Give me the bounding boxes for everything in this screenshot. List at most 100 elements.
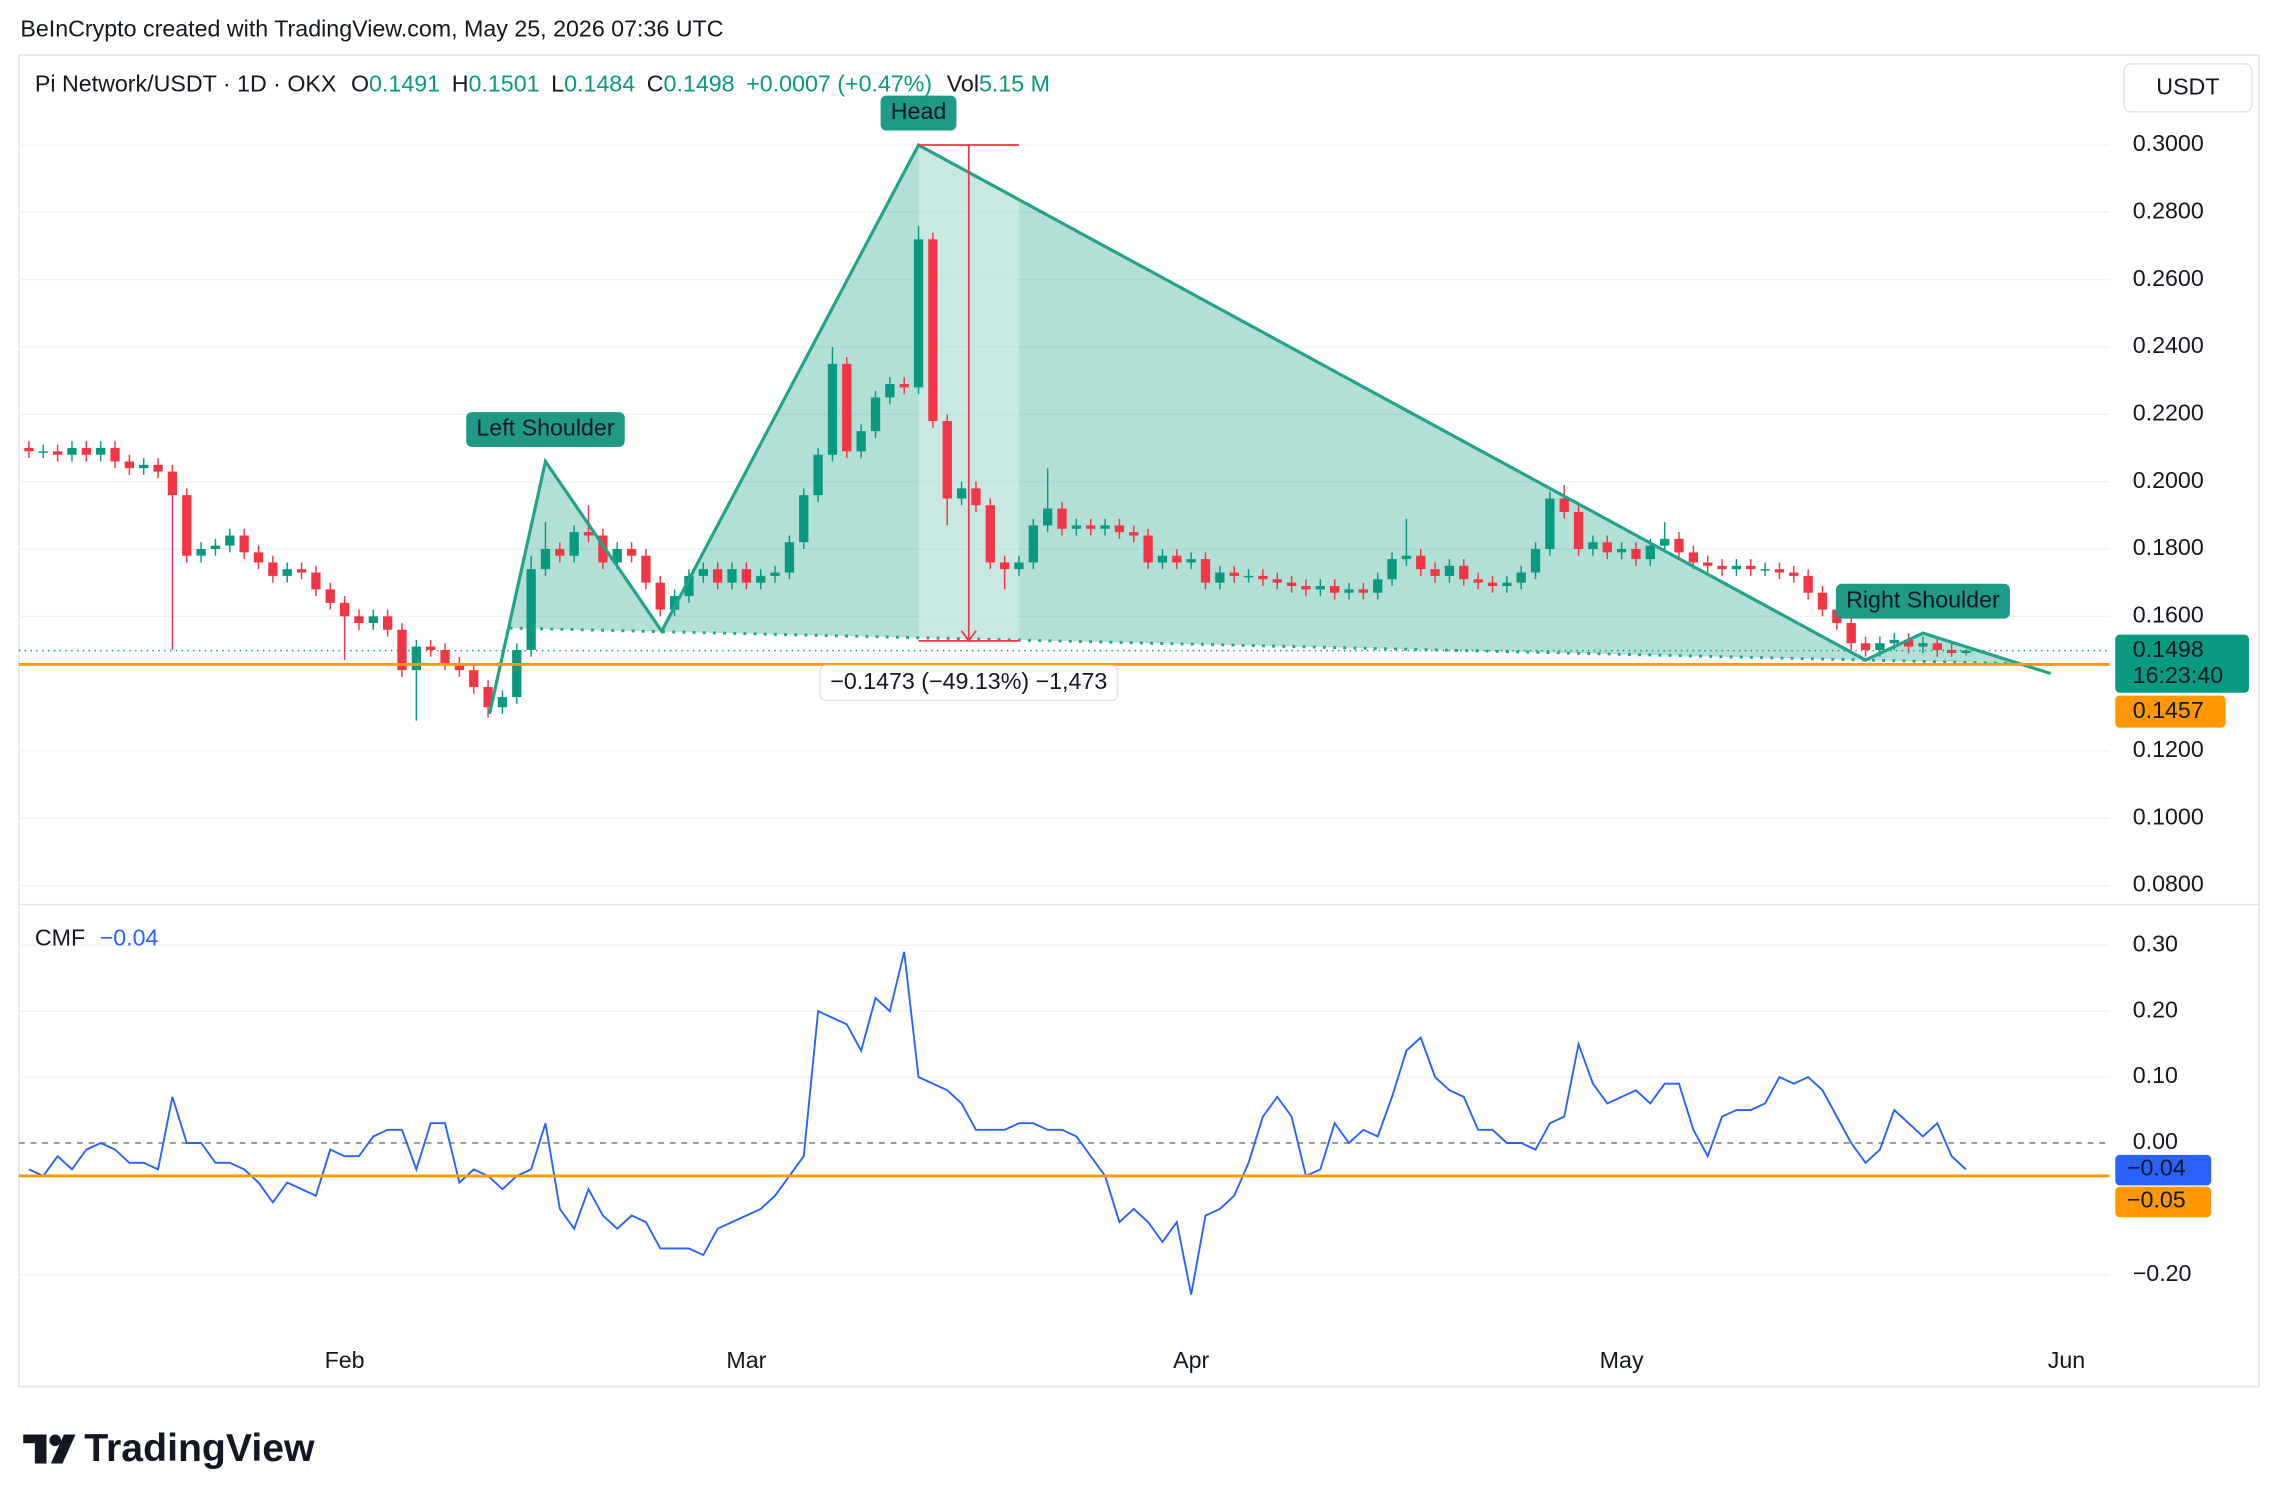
symbol: Pi Network/USDT · 1D · OKX	[35, 71, 337, 97]
candle-body	[985, 505, 995, 563]
candle-body	[1731, 565, 1742, 570]
candle-body	[655, 582, 665, 610]
candle-body	[1645, 545, 1655, 560]
candle-body	[1918, 643, 1928, 647]
ohlc-value: 0.1501	[469, 71, 540, 97]
candle-body	[1961, 650, 1971, 653]
candle-body	[497, 697, 508, 708]
y-tick-label: 0.2200	[2133, 399, 2204, 425]
currency[interactable]: USDT	[2156, 74, 2219, 100]
x-tick-label: Mar	[726, 1347, 766, 1373]
candle-body	[253, 552, 264, 563]
candle-body	[827, 363, 838, 455]
measure-label-box	[819, 664, 1119, 702]
candle-body	[1660, 538, 1670, 546]
candle-body	[1344, 589, 1354, 593]
y-tick-label: 0.00	[2133, 1128, 2178, 1154]
candle-body	[555, 548, 565, 556]
candle-body	[1157, 555, 1168, 563]
candle-body	[928, 239, 938, 422]
pattern-fill	[489, 145, 2051, 714]
candle-body	[153, 464, 163, 472]
frame	[18, 54, 2260, 1388]
candle-body	[1889, 639, 1899, 644]
candle-body	[1444, 565, 1455, 576]
candle-body	[339, 602, 350, 617]
candle-body	[1674, 538, 1684, 553]
candle-body	[1416, 555, 1426, 570]
candle-body	[411, 646, 421, 671]
candle-body	[167, 471, 178, 496]
candle-body	[641, 555, 651, 583]
candle-body	[626, 548, 637, 556]
candle-body	[899, 384, 909, 388]
candle-body	[1545, 498, 1555, 549]
x-tick-label: Feb	[325, 1347, 365, 1373]
candle-body	[454, 663, 465, 671]
y-tick-label: 0.3000	[2133, 130, 2204, 156]
candle-body	[727, 569, 737, 583]
candle-body	[397, 629, 407, 671]
candle-body	[842, 363, 852, 452]
candle-body	[813, 454, 823, 496]
y-tick-label: −0.20	[2133, 1260, 2192, 1286]
level-box	[2115, 695, 2226, 728]
y-tick-label: 0.1600	[2133, 601, 2204, 627]
logo-part	[34, 1434, 47, 1464]
candle-body	[1631, 548, 1641, 560]
candle-body	[1559, 498, 1569, 512]
candle-body	[368, 616, 378, 624]
candle-body	[1473, 579, 1483, 583]
brand: TradingView	[84, 1427, 315, 1470]
level-value: −0.05	[2127, 1186, 2186, 1212]
last-value: −0.04	[2127, 1155, 2186, 1181]
candle-body	[311, 572, 321, 590]
candle-body	[1875, 643, 1885, 650]
y-tick-label: 0.30	[2133, 930, 2178, 956]
candle-body	[1430, 569, 1440, 576]
candle-body	[1114, 525, 1125, 533]
y-tick-label: 0.2000	[2133, 467, 2204, 493]
price-box	[2115, 634, 2249, 693]
candle-body	[52, 451, 63, 455]
ohlc-value: 0.1484	[564, 71, 635, 97]
candle-body	[569, 532, 579, 556]
candle-body	[1502, 582, 1512, 587]
pattern-label: Head	[891, 98, 947, 124]
candle-body	[1086, 525, 1096, 529]
candle-body	[1860, 643, 1871, 650]
candle-body	[1803, 575, 1813, 593]
candle-body	[1832, 609, 1842, 624]
candle-body	[698, 569, 708, 576]
candle-body	[354, 616, 364, 624]
candle-body	[1616, 548, 1627, 553]
candle-body	[1229, 572, 1239, 576]
candle-body	[225, 535, 235, 546]
candle-body	[885, 384, 895, 398]
candle-body	[325, 589, 335, 603]
ohlc-label: L	[551, 71, 564, 97]
candle-body	[1746, 565, 1756, 570]
candle-body	[24, 447, 34, 452]
candle-body	[1602, 542, 1612, 553]
candle-body	[1200, 559, 1211, 583]
candle-body	[1774, 569, 1785, 573]
candle-body	[583, 532, 594, 536]
candle-body	[1071, 525, 1082, 529]
candle-body	[713, 569, 723, 583]
candle-body	[1573, 511, 1584, 549]
candle-body	[1903, 639, 1914, 647]
x-tick-label: Jun	[2048, 1347, 2085, 1373]
measure-label: −0.1473 (−49.13%) −1,473	[830, 668, 1107, 694]
currency-box[interactable]	[2123, 63, 2253, 113]
candle-body	[67, 447, 77, 455]
candle-body	[856, 431, 866, 452]
ohlc-label: C	[647, 71, 664, 97]
measure-arrowhead	[960, 630, 977, 643]
logo-part	[50, 1434, 76, 1464]
candle-body	[1401, 555, 1412, 560]
y-tick-label: 0.1800	[2133, 534, 2204, 560]
y-tick-label: 0.20	[2133, 996, 2178, 1022]
